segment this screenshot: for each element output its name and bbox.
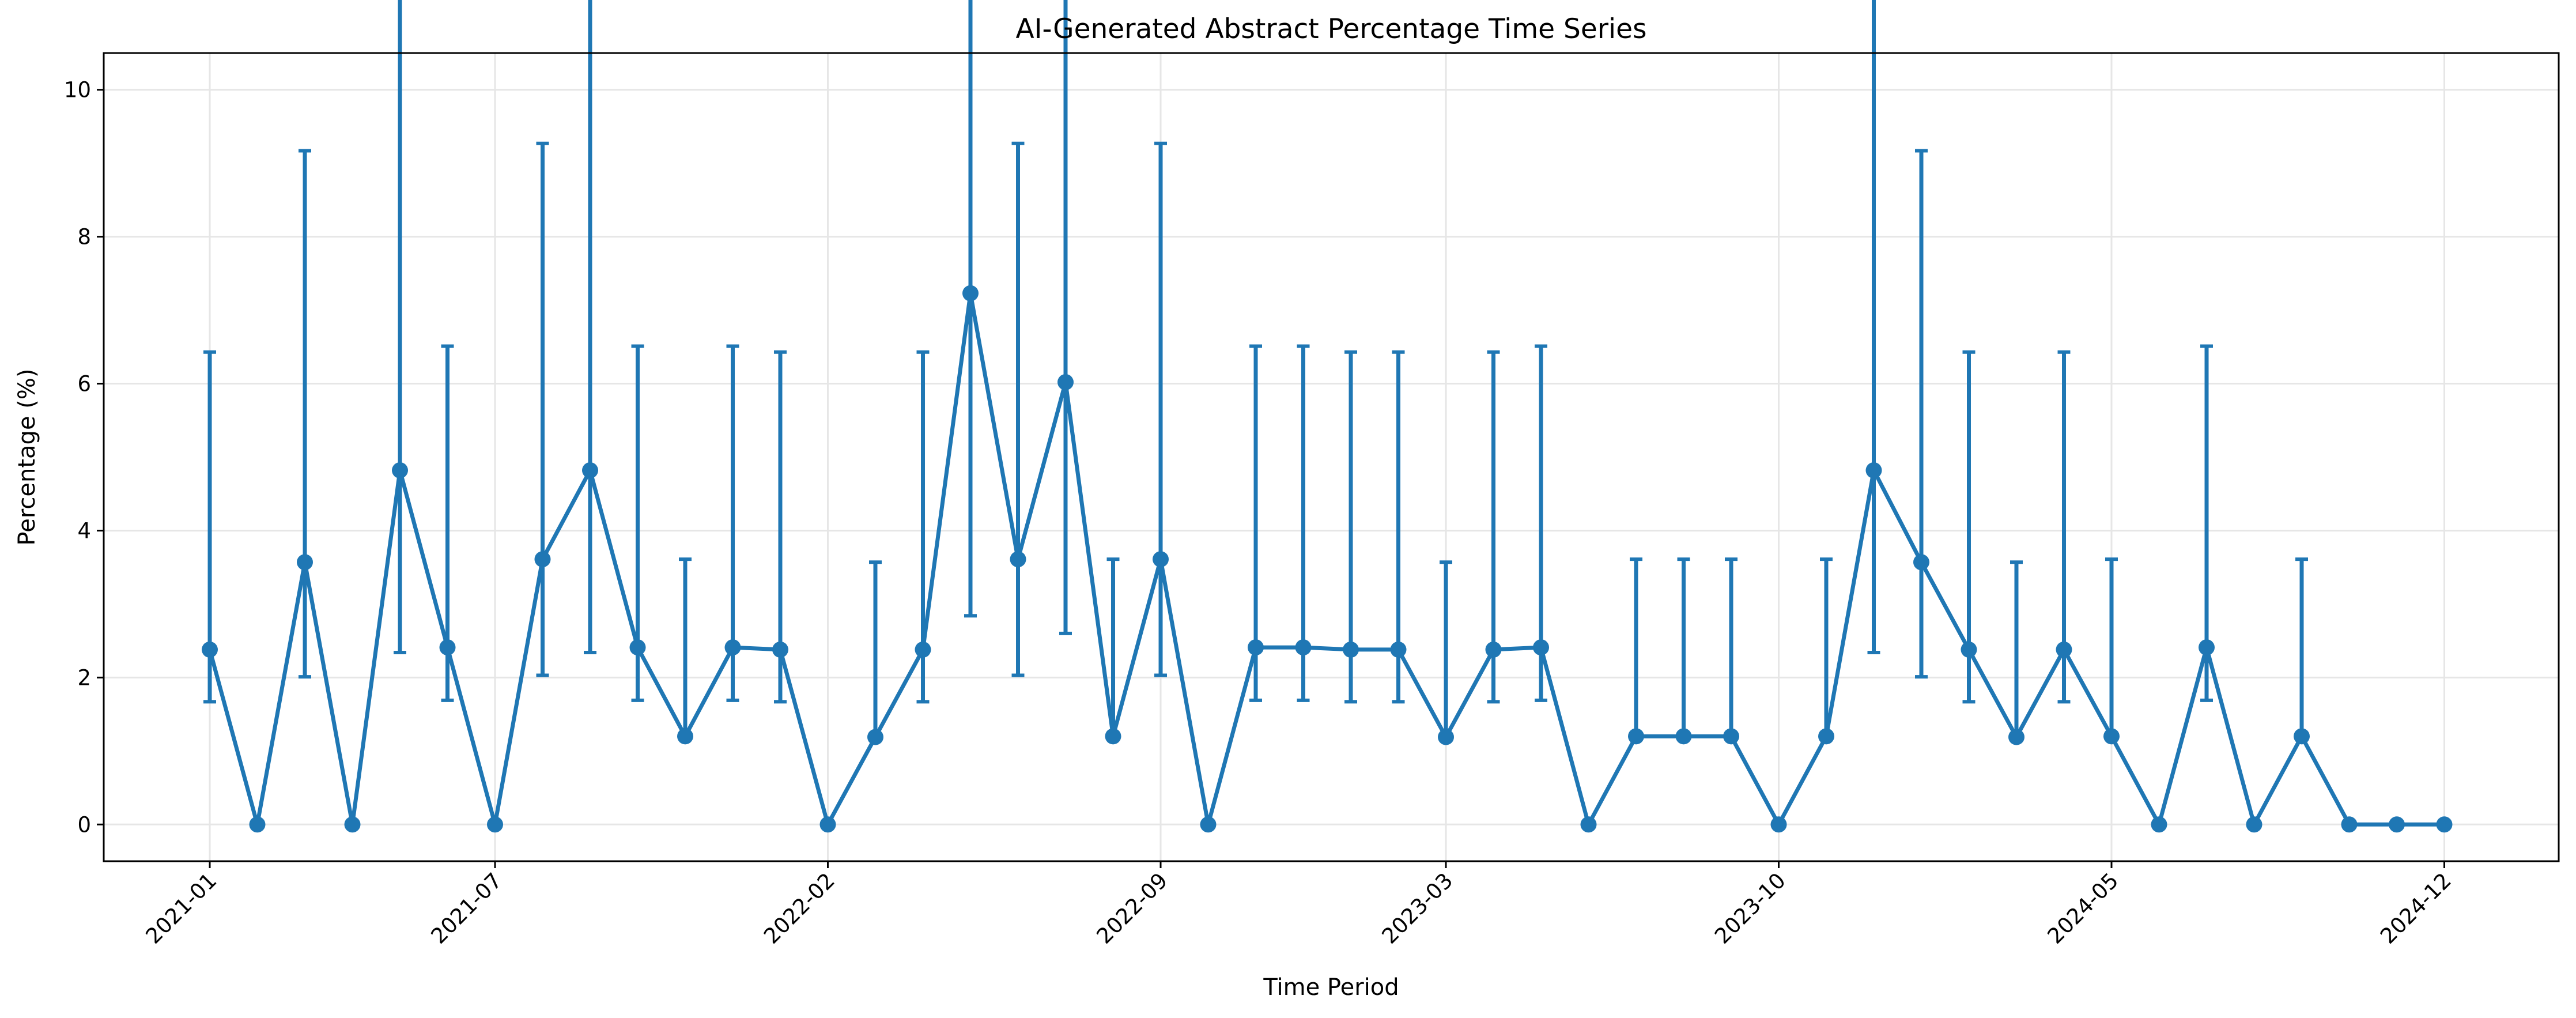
data-point [582, 462, 598, 478]
data-point [1723, 728, 1739, 745]
y-tick-label: 10 [64, 78, 91, 103]
data-point [2199, 639, 2215, 656]
y-axis-label: Percentage (%) [14, 369, 40, 546]
data-point [1818, 728, 1834, 745]
data-point [1770, 816, 1787, 833]
data-point [439, 639, 456, 656]
data-point [1248, 639, 1264, 656]
data-point [1153, 551, 1169, 568]
data-point [344, 816, 361, 833]
y-tick-label: 6 [77, 372, 91, 397]
data-point [724, 639, 741, 656]
plot-frame [103, 52, 2560, 862]
data-point [677, 728, 693, 745]
data-point [2341, 816, 2358, 833]
data-point [2436, 816, 2453, 833]
data-point [1200, 816, 1217, 833]
chart-title: AI-Generated Abstract Percentage Time Se… [1015, 13, 1646, 45]
data-point [1295, 639, 1312, 656]
data-point [629, 639, 646, 656]
data-point [819, 816, 836, 833]
data-point [1580, 816, 1597, 833]
y-tick-label: 8 [77, 225, 91, 250]
data-point [2008, 729, 2024, 745]
data-point [1675, 728, 1692, 745]
data-point [534, 551, 551, 568]
data-point [962, 285, 979, 301]
data-point [1438, 729, 1454, 745]
data-point [1865, 462, 1882, 478]
data-point [2151, 816, 2167, 833]
y-tick-label: 4 [77, 518, 91, 543]
data-point [867, 729, 883, 745]
data-point [487, 816, 503, 833]
data-point [249, 816, 266, 833]
data-point [202, 641, 218, 658]
series-line [207, 291, 2445, 827]
data-point [2246, 816, 2263, 833]
data-point [1628, 728, 1644, 745]
data-point [915, 641, 931, 658]
data-point [2389, 816, 2405, 833]
data-point [1105, 728, 1121, 745]
x-axis-label: Time Period [1263, 974, 1399, 1001]
data-point [1057, 374, 1074, 390]
data-point [1390, 641, 1407, 658]
data-point [297, 554, 313, 571]
data-point [1010, 551, 1026, 568]
data-point [2103, 728, 2120, 745]
y-tick-label: 0 [77, 812, 91, 837]
data-point [1533, 639, 1549, 656]
data-point [1343, 641, 1359, 658]
data-point [1913, 554, 1929, 571]
grid [104, 53, 2559, 861]
data-point [1485, 641, 1502, 658]
data-point [2294, 728, 2310, 745]
data-point [772, 641, 788, 658]
series [202, 0, 2453, 833]
data-point [392, 462, 408, 478]
data-point [2056, 641, 2072, 658]
data-point [1961, 641, 1977, 658]
y-tick-label: 2 [77, 665, 91, 690]
